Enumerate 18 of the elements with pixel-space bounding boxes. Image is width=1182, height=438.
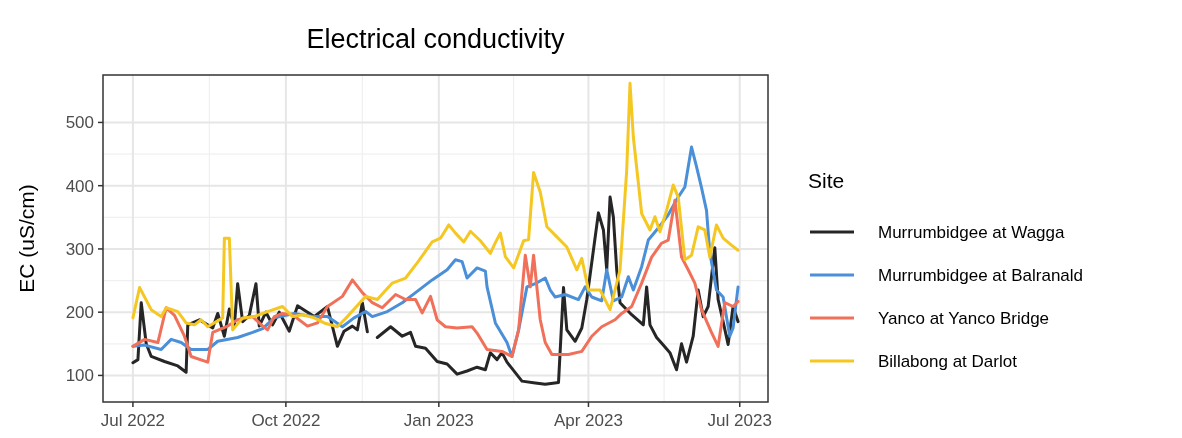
- legend-label: Billabong at Darlot: [878, 352, 1018, 371]
- x-tick-label: Oct 2022: [251, 411, 321, 430]
- y-tick-label: 300: [65, 239, 94, 259]
- x-tick-label: Jul 2023: [707, 411, 772, 430]
- legend-title: Site: [808, 169, 845, 192]
- legend-label: Yanco at Yanco Bridge: [878, 309, 1050, 328]
- chart-title: Electrical conductivity: [306, 24, 566, 54]
- y-tick-label: 100: [65, 366, 94, 386]
- y-tick-label: 500: [65, 113, 94, 133]
- legend-label: Murrumbidgee at Balranald: [878, 266, 1084, 285]
- x-tick-label: Jan 2023: [403, 411, 474, 430]
- legend-label: Murrumbidgee at Wagga: [878, 223, 1066, 242]
- y-axis-title: EC (uS/cm): [15, 184, 38, 293]
- line-series: [131, 81, 740, 332]
- x-tick-label: Jul 2022: [100, 411, 166, 430]
- x-tick-label: Apr 2023: [553, 411, 623, 430]
- y-tick-label: 200: [65, 303, 94, 323]
- y-tick-label: 400: [65, 176, 94, 196]
